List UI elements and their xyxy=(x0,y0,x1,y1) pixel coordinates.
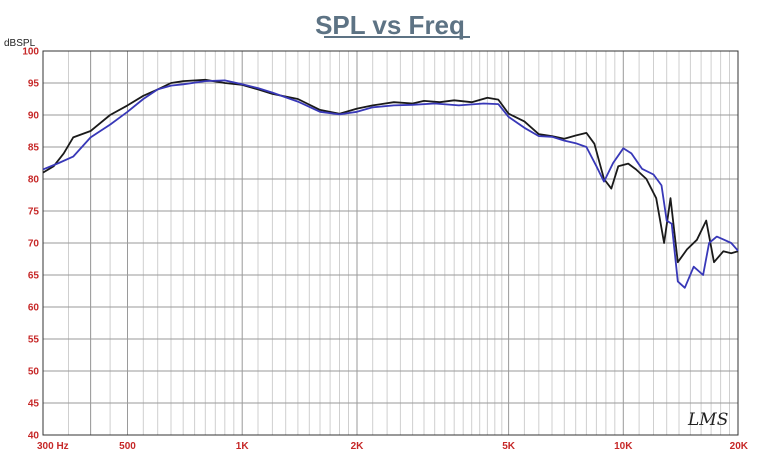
y-tick-label: 95 xyxy=(28,79,40,90)
y-tick-label: 40 xyxy=(28,431,40,442)
y-tick-label: 80 xyxy=(28,175,40,186)
x-tick-label: 10K xyxy=(614,441,633,452)
x-tick-label: 20K xyxy=(730,441,749,452)
x-tick-label: 300 Hz xyxy=(37,441,69,452)
series-layer xyxy=(42,78,739,289)
y-tick-labels: 40 45 50 55 60 65 70 75 80 85 90 95 100 xyxy=(22,47,39,442)
y-tick-label: 70 xyxy=(28,239,40,250)
series-line-1 xyxy=(42,78,739,264)
x-tick-labels: 300 Hz 500 1K 2K 5K 10K 20K xyxy=(37,441,749,452)
y-tick-label: 90 xyxy=(28,111,40,122)
series-line-2 xyxy=(42,79,739,289)
y-axis-unit-label: dBSPL xyxy=(4,38,36,49)
chart-title: SPL vs Freq xyxy=(315,10,465,40)
x-tick-label: 500 xyxy=(119,441,136,452)
y-tick-label: 45 xyxy=(28,399,40,410)
grid xyxy=(43,50,738,436)
y-tick-label: 50 xyxy=(28,367,40,378)
y-tick-label: 85 xyxy=(28,143,40,154)
y-tick-label: 55 xyxy=(28,335,40,346)
y-tick-label: 100 xyxy=(22,47,39,58)
x-tick-label: 2K xyxy=(351,441,365,452)
plot-frame xyxy=(42,50,739,436)
y-tick-label: 60 xyxy=(28,303,40,314)
lms-watermark: LMS xyxy=(687,410,728,430)
x-tick-label: 1K xyxy=(236,441,250,452)
y-tick-label: 75 xyxy=(28,207,40,218)
x-tick-label: 5K xyxy=(502,441,516,452)
y-tick-label: 65 xyxy=(28,271,40,282)
